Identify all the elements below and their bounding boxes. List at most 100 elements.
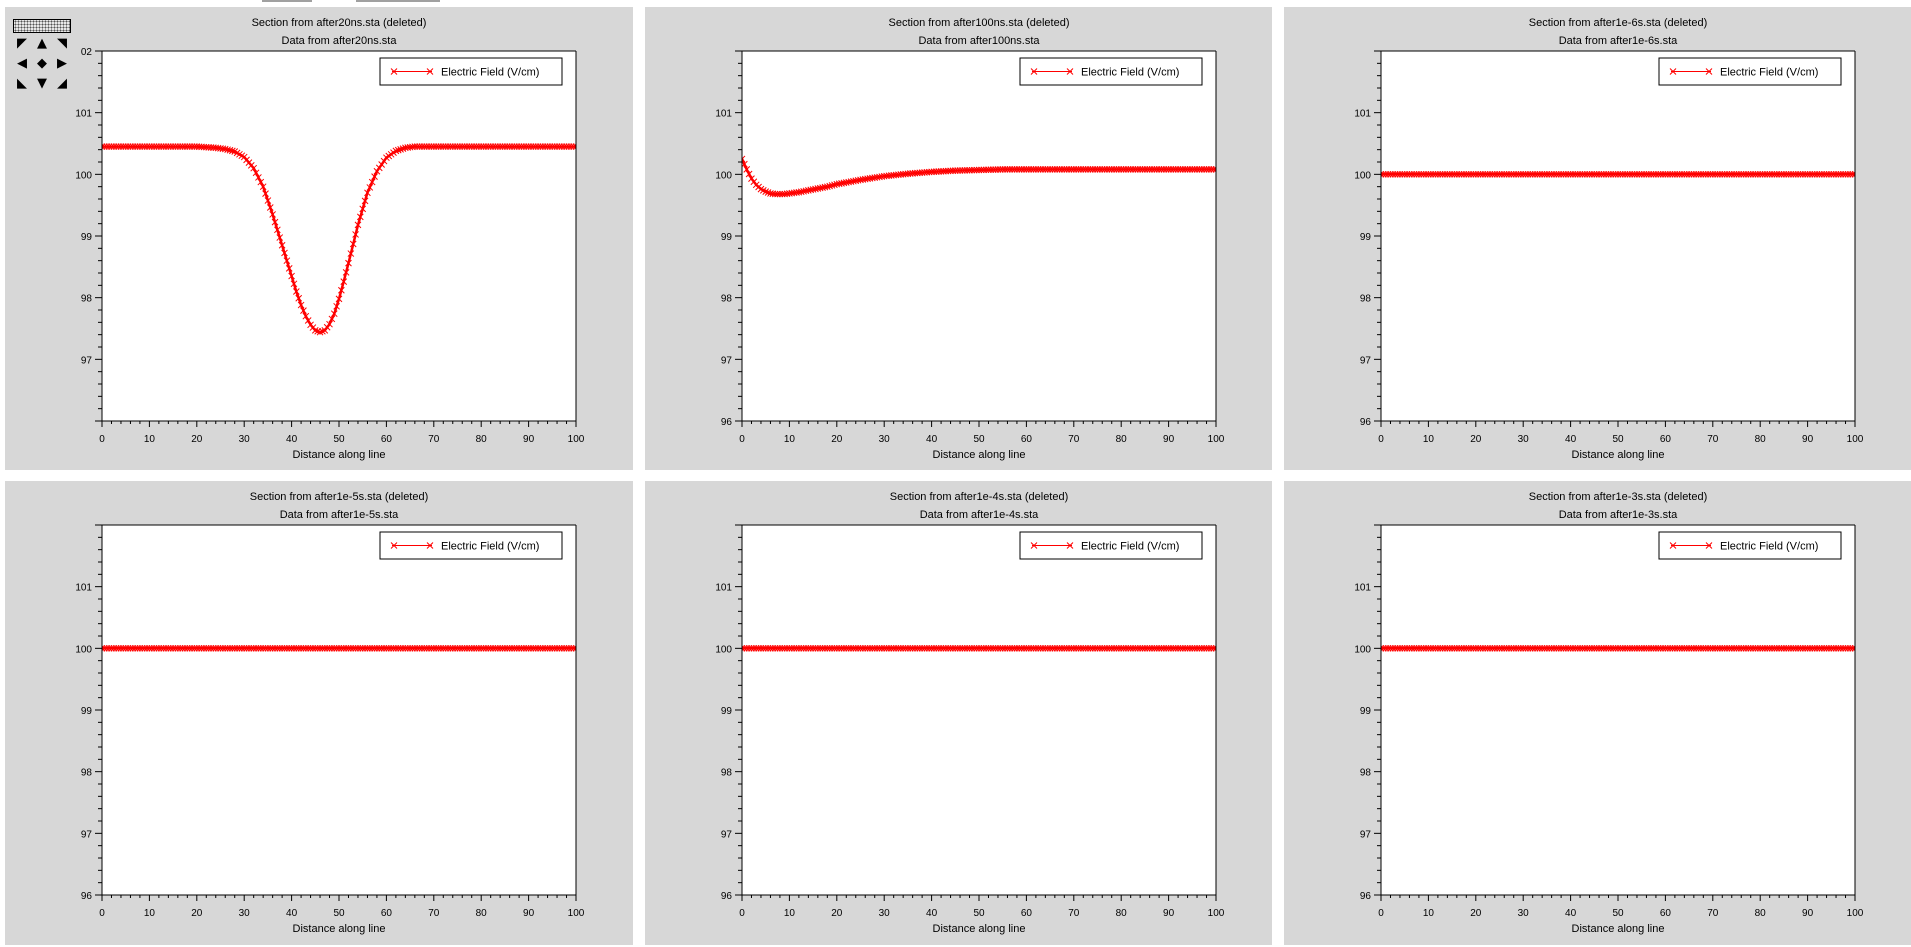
series-point bbox=[1766, 644, 1774, 652]
series-point bbox=[295, 294, 303, 302]
series-point bbox=[1027, 644, 1035, 652]
arrow-down-icon[interactable]: ▼ bbox=[37, 76, 47, 91]
chart-subtitle: Data from after1e-6s.sta bbox=[1559, 35, 1678, 47]
series-point bbox=[567, 143, 575, 150]
series-point bbox=[1384, 644, 1392, 652]
series-point bbox=[1489, 644, 1496, 652]
series-point bbox=[755, 644, 762, 652]
series-point bbox=[1531, 170, 1539, 178]
series-point bbox=[259, 183, 267, 191]
x-tick-label: 100 bbox=[1847, 908, 1864, 919]
navigation-tool-grip[interactable] bbox=[13, 19, 71, 33]
series-point bbox=[1571, 170, 1579, 178]
chart-title: Section from after20ns.sta (deleted) bbox=[252, 17, 427, 29]
x-axis-label: Distance along line bbox=[293, 449, 386, 461]
series-point bbox=[1839, 170, 1847, 178]
arrow-up-right-icon[interactable]: ◥ bbox=[57, 36, 67, 51]
series-point bbox=[902, 644, 909, 652]
series-point bbox=[378, 161, 386, 168]
series-point bbox=[935, 644, 943, 652]
series-point bbox=[364, 644, 371, 652]
toolbar-control-stub[interactable] bbox=[356, 0, 440, 2]
series-point bbox=[1381, 170, 1385, 178]
series-point bbox=[416, 143, 423, 150]
series-point bbox=[157, 143, 165, 150]
series-point bbox=[989, 644, 997, 652]
series-point bbox=[1417, 644, 1425, 652]
series-point bbox=[781, 644, 789, 652]
series-point bbox=[435, 143, 442, 150]
series-point bbox=[380, 644, 388, 652]
series-point bbox=[961, 644, 969, 652]
series-point bbox=[1058, 644, 1066, 652]
chart-svg: Section from after1e-4s.sta (deleted) Dat… bbox=[715, 491, 1224, 935]
series-point bbox=[1160, 644, 1168, 652]
series-point bbox=[1818, 170, 1826, 178]
series-point bbox=[1842, 170, 1849, 178]
series-point bbox=[1619, 170, 1627, 178]
series-point bbox=[451, 644, 459, 652]
arrow-down-left-icon[interactable]: ◣ bbox=[17, 76, 27, 91]
series-point bbox=[878, 644, 886, 652]
x-tick-label: 40 bbox=[926, 908, 938, 919]
arrow-up-left-icon[interactable]: ◤ bbox=[17, 36, 27, 51]
series-point bbox=[1711, 644, 1719, 652]
series-point bbox=[1579, 644, 1586, 652]
arrow-down-right-icon[interactable]: ◢ bbox=[57, 76, 67, 91]
series-point bbox=[743, 644, 751, 652]
series-point bbox=[437, 143, 445, 150]
series-point bbox=[1484, 170, 1492, 178]
series-point bbox=[129, 143, 137, 150]
series-point bbox=[1657, 644, 1665, 652]
series-point bbox=[1477, 644, 1484, 652]
arrow-right-icon[interactable]: ▶ bbox=[57, 56, 67, 71]
center-diamond-icon[interactable]: ◆ bbox=[37, 56, 47, 71]
plot-area bbox=[742, 525, 1216, 895]
series-point bbox=[228, 644, 236, 652]
series-point bbox=[112, 143, 120, 150]
series-point bbox=[378, 644, 386, 652]
series-point bbox=[1472, 644, 1480, 652]
series-point bbox=[1811, 170, 1819, 178]
series-point bbox=[330, 644, 338, 652]
series-point bbox=[1413, 170, 1420, 178]
legend-label: Electric Field (V/cm) bbox=[441, 67, 539, 79]
series-point bbox=[1096, 644, 1104, 652]
series-point bbox=[148, 644, 156, 652]
series-point bbox=[541, 644, 549, 652]
series-point bbox=[1816, 644, 1823, 652]
series-point bbox=[565, 143, 573, 150]
arrow-left-icon[interactable]: ◀ bbox=[17, 56, 27, 71]
series-point bbox=[1417, 170, 1425, 178]
series-point bbox=[1015, 166, 1023, 173]
series-point bbox=[411, 143, 419, 150]
series-point bbox=[1579, 170, 1586, 178]
series-point bbox=[465, 143, 473, 150]
toolbar-control-stub[interactable] bbox=[262, 0, 312, 2]
series-point bbox=[1037, 644, 1044, 652]
arrow-up-icon[interactable]: ▲ bbox=[37, 36, 47, 51]
series-point bbox=[1662, 170, 1669, 178]
series-point bbox=[1624, 170, 1631, 178]
series-point bbox=[420, 143, 428, 150]
series-point bbox=[129, 644, 137, 652]
series-point bbox=[338, 644, 345, 652]
series-point bbox=[805, 644, 812, 652]
series-point bbox=[506, 644, 513, 652]
series-point bbox=[1766, 170, 1774, 178]
series-point bbox=[482, 644, 490, 652]
series-point bbox=[1574, 644, 1582, 652]
series-point bbox=[1676, 170, 1683, 178]
series-point bbox=[259, 644, 267, 652]
x-tick-label: 40 bbox=[286, 908, 298, 919]
series-point bbox=[1479, 170, 1487, 178]
series-point bbox=[1072, 166, 1080, 173]
series-point bbox=[1827, 170, 1835, 178]
series-point bbox=[1044, 166, 1052, 173]
chart-panel-after20ns: ◤ ▲ ◥ ◀ ◆ ▶ ◣ ▼ ◢ Section from after20ns… bbox=[5, 7, 633, 470]
series-point bbox=[1564, 170, 1572, 178]
series-point bbox=[1541, 170, 1548, 178]
series-point bbox=[1780, 170, 1788, 178]
series-point bbox=[110, 143, 118, 150]
x-tick-label: 90 bbox=[1802, 908, 1814, 919]
